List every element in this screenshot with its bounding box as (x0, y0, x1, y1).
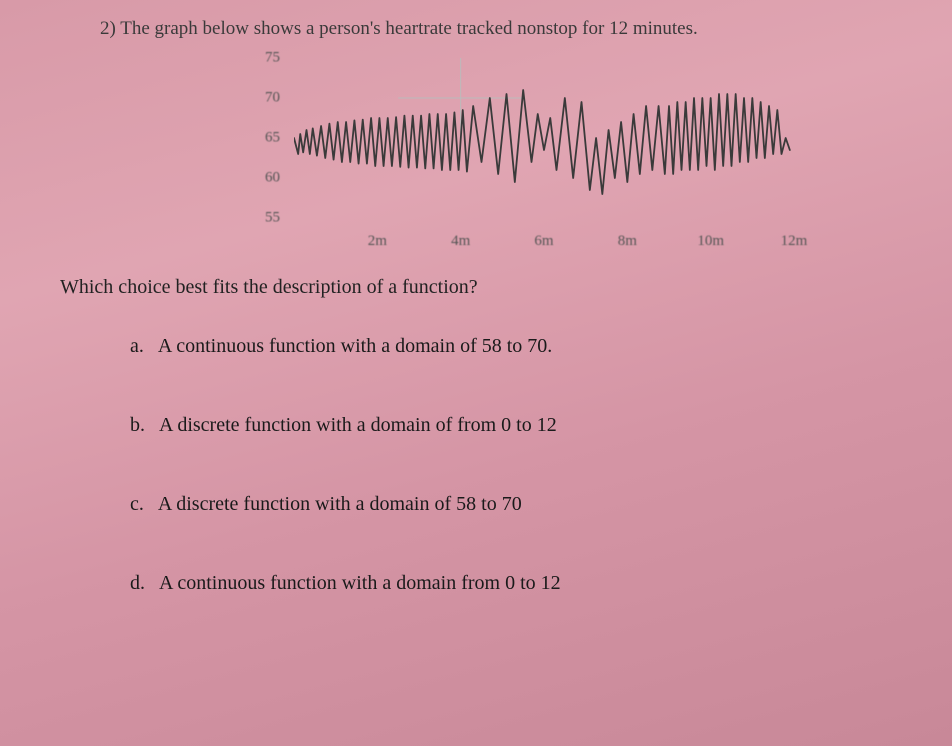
choice-letter: a. (130, 335, 144, 357)
chart-svg (294, 58, 794, 218)
choice-letter: d. (130, 572, 145, 594)
question-body: The graph below shows a person's heartra… (120, 18, 698, 39)
heartrate-line (294, 90, 790, 194)
x-tick-label: 2m (368, 233, 387, 250)
x-tick-label: 12m (781, 233, 808, 250)
worksheet-page: 2) The graph below shows a person's hear… (0, 0, 952, 671)
heartrate-chart: 75 70 65 60 55 2m 4m 6m 8m 10m 12m (250, 48, 810, 248)
x-tick-label: 8m (618, 233, 637, 250)
answer-choice[interactable]: b. A discrete function with a domain of f… (130, 414, 892, 437)
choice-text: A discrete function with a domain of fro… (159, 414, 557, 436)
x-tick-label: 4m (451, 233, 470, 250)
question-prompt: Which choice best fits the description o… (60, 276, 892, 299)
y-tick-label: 65 (250, 130, 280, 147)
choice-text: A continuous function with a domain from… (159, 572, 561, 594)
question-number: 2) (100, 18, 116, 39)
answer-choice[interactable]: a. A continuous function with a domain of… (130, 335, 892, 358)
y-tick-label: 55 (250, 210, 280, 227)
y-tick-label: 60 (250, 170, 280, 187)
x-tick-label: 6m (534, 233, 553, 250)
question-text: 2) The graph below shows a person's hear… (100, 18, 892, 40)
choice-letter: b. (130, 414, 145, 436)
y-tick-label: 70 (250, 90, 280, 107)
choice-text: A continuous function with a domain of 5… (158, 335, 552, 357)
answer-choice[interactable]: d. A continuous function with a domain fr… (130, 572, 892, 595)
answer-choices: a. A continuous function with a domain of… (100, 335, 892, 595)
choice-letter: c. (130, 493, 144, 515)
answer-choice[interactable]: c. A discrete function with a domain of 5… (130, 493, 892, 516)
y-tick-label: 75 (250, 50, 280, 67)
x-tick-label: 10m (697, 233, 724, 250)
chart-plot-area (294, 58, 794, 218)
choice-text: A discrete function with a domain of 58 … (158, 493, 522, 515)
